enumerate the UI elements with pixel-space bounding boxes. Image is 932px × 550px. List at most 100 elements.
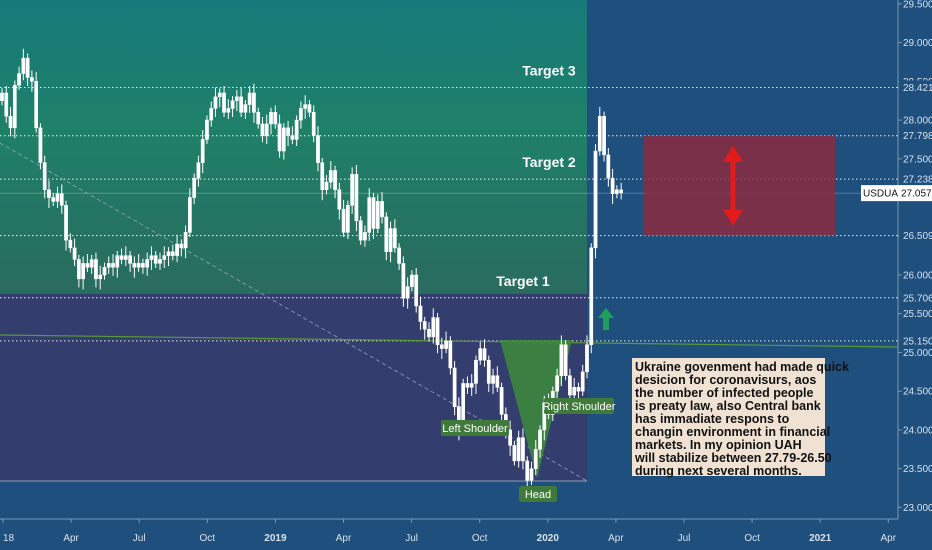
candle-body	[414, 274, 419, 307]
x-tick-label: 18	[3, 533, 15, 544]
candle-body	[38, 127, 43, 163]
candle-body	[213, 96, 218, 109]
pattern-label-bg	[441, 420, 509, 436]
level-tag-label: 27.798	[903, 131, 932, 142]
x-tick-label: 2020	[537, 533, 560, 544]
candle-body	[354, 174, 359, 222]
candle-body	[12, 84, 17, 129]
candle-body	[508, 429, 512, 446]
candle-body	[59, 193, 64, 206]
candle-body	[217, 92, 222, 98]
candle-body	[299, 108, 303, 121]
target-label: Target 3	[522, 62, 576, 78]
candle-body	[401, 263, 406, 299]
candle-body	[243, 104, 248, 113]
x-tick-label: Apr	[608, 533, 624, 544]
target-label: Target 1	[496, 273, 550, 289]
stabilization-range-box	[644, 135, 835, 236]
candle-body	[235, 96, 239, 101]
candle-body	[482, 348, 487, 361]
x-axis-panel	[0, 519, 932, 550]
candle-body	[98, 274, 103, 280]
y-tick-label: 24.000	[903, 425, 932, 436]
y-tick-label: 26.000	[903, 270, 932, 281]
candle-body	[42, 162, 47, 191]
candle-body	[311, 112, 316, 136]
candle-body	[380, 201, 384, 218]
candle-body	[183, 232, 188, 249]
candle-body	[525, 460, 530, 481]
candle-body	[64, 205, 68, 241]
x-tick-label: Apr	[336, 533, 352, 544]
candle-body	[175, 243, 179, 256]
candle-body	[452, 367, 457, 407]
candle-body	[252, 92, 256, 113]
candle-body	[341, 208, 346, 233]
candle-body	[239, 96, 243, 113]
candle-body	[85, 263, 90, 268]
candle-body	[166, 251, 171, 256]
y-tick-label: 25.000	[903, 348, 932, 359]
candle-body	[602, 115, 606, 156]
candle-body	[580, 371, 585, 392]
y-tick-label: 29.500	[903, 0, 932, 10]
level-tag-label: 25.706	[903, 293, 932, 304]
x-tick-label: 2019	[264, 533, 287, 544]
candle-body	[4, 92, 9, 117]
range-arrow-up-head	[723, 145, 743, 162]
candle-body	[81, 263, 85, 280]
current-price-tag-label: 27.057	[901, 189, 932, 200]
candle-body	[188, 197, 192, 233]
candle-body	[30, 77, 34, 82]
candle-body	[209, 108, 214, 121]
candle-body	[619, 189, 623, 194]
pattern-label: Left Shoulder	[442, 423, 508, 435]
note-line: is preaty law, also Central bank	[635, 399, 821, 413]
note-line: will stabilize between 27.79-26.50	[634, 451, 832, 465]
candle-body	[555, 375, 559, 392]
candle-body	[469, 383, 474, 388]
y-tick-label: 23.500	[903, 464, 932, 475]
note-line: desicion for coronavisurs, aos	[635, 373, 816, 387]
candle-body	[34, 81, 39, 129]
pattern-label-bg	[544, 398, 614, 414]
y-tick-label: 24.500	[903, 387, 932, 398]
head-shoulders-pattern	[500, 340, 572, 478]
y-tick-label: 25.500	[903, 309, 932, 320]
candle-body	[521, 437, 525, 462]
candle-body	[371, 197, 376, 229]
candle-body	[375, 201, 380, 229]
candle-body	[512, 445, 517, 462]
level-tag-label: 27.238	[903, 175, 932, 186]
candle-body	[119, 255, 124, 260]
candle-body	[448, 340, 453, 369]
candle-body	[495, 375, 500, 388]
note-line: the number of infected people	[635, 386, 814, 400]
candle-body	[559, 344, 564, 376]
note-box	[632, 358, 825, 476]
current-price-tag-bg	[898, 185, 932, 202]
candle-body	[422, 321, 427, 330]
x-tick-label: Oct	[744, 533, 760, 544]
candle-body	[247, 92, 252, 105]
candle-body	[589, 247, 594, 345]
candle-body	[55, 193, 60, 202]
candle-body	[397, 247, 401, 264]
candle-body	[145, 259, 150, 268]
level-tag-bg	[899, 80, 932, 95]
candle-body	[8, 115, 13, 129]
candle-body	[277, 123, 282, 152]
candle-body	[170, 251, 175, 256]
candle-body	[51, 197, 56, 202]
candle-body	[158, 259, 162, 264]
candle-body	[192, 177, 197, 198]
candle-body	[405, 286, 410, 299]
level-tag-bg	[899, 290, 932, 305]
candle-body	[346, 205, 350, 233]
candle-body	[418, 305, 423, 322]
candle-body	[115, 255, 120, 268]
candle-body	[205, 119, 209, 140]
candle-body	[444, 340, 448, 349]
